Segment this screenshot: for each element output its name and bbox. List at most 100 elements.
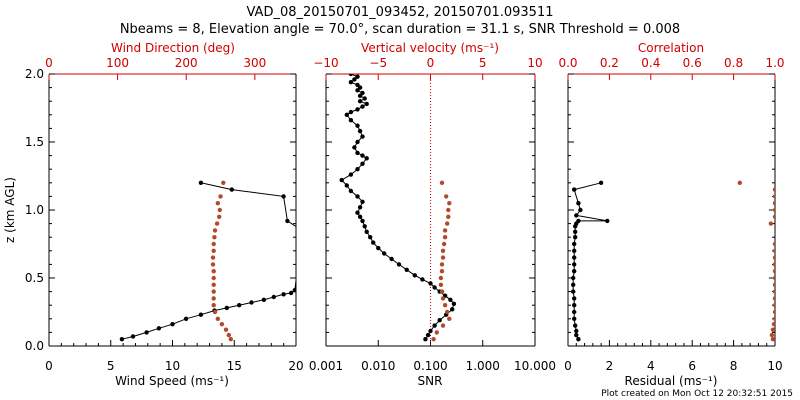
top-tick-label: 0 — [45, 56, 53, 70]
data-point — [437, 318, 442, 323]
data-point — [355, 194, 360, 199]
data-point — [355, 123, 360, 128]
direction-point — [772, 255, 775, 260]
direction-point — [211, 269, 216, 274]
bottom-tick-label: 8 — [730, 359, 738, 373]
data-point — [404, 267, 409, 272]
data-point — [288, 290, 294, 296]
data-point — [144, 330, 149, 335]
direction-point — [772, 269, 775, 274]
direction-point — [772, 248, 775, 253]
direction-point — [772, 214, 775, 219]
data-point — [420, 277, 425, 282]
bottom-tick-label: 0.001 — [309, 359, 343, 373]
bottom-tick-label: 0.010 — [361, 359, 395, 373]
top-tick-label: 0.6 — [683, 56, 702, 70]
data-point — [362, 224, 367, 229]
bottom-tick-label: 10.000 — [514, 359, 556, 373]
data-point — [170, 322, 175, 327]
direction-point — [210, 255, 216, 260]
direction-point — [211, 275, 216, 281]
plot-area — [339, 74, 457, 342]
data-point — [576, 201, 581, 206]
data-point — [344, 183, 349, 188]
data-point — [423, 337, 428, 342]
top-tick-label: 5 — [479, 56, 487, 70]
bottom-tick-label: 20 — [288, 359, 303, 373]
data-point — [571, 282, 576, 287]
panel3-top-axis-label: Correlation — [638, 41, 704, 55]
panel1-x-axis-label: Wind Speed (ms⁻¹) — [115, 374, 229, 388]
data-point — [432, 285, 437, 290]
top-tick-label: 0 — [427, 56, 435, 70]
y-tick-label: 2.0 — [25, 67, 44, 81]
top-tick-label: 100 — [106, 56, 129, 70]
data-point — [572, 241, 577, 247]
y-tick-label: 1.0 — [25, 203, 44, 217]
top-tick-label: 0.2 — [600, 56, 619, 70]
direction-point — [737, 180, 742, 185]
data-point — [376, 245, 381, 251]
bottom-tick-label: 10 — [165, 359, 180, 373]
direction-point — [772, 296, 775, 301]
direction-point — [772, 303, 775, 308]
bottom-tick-label: 0.100 — [413, 359, 447, 373]
top-tick-label: −10 — [313, 56, 338, 70]
direction-point — [772, 316, 775, 321]
data-point — [428, 281, 433, 286]
bottom-tick-label: 6 — [688, 359, 696, 373]
plot-area — [119, 180, 296, 342]
top-tick-label: 0.4 — [641, 56, 660, 70]
bottom-tick-label: 2 — [606, 359, 614, 373]
direction-point — [226, 332, 231, 338]
top-tick-label: 300 — [243, 56, 266, 70]
data-point — [355, 139, 360, 145]
data-point — [364, 156, 369, 161]
direction-point — [772, 309, 775, 315]
y-tick-label: 0.5 — [25, 271, 44, 285]
data-point — [574, 213, 579, 218]
direction-point — [218, 194, 223, 199]
direction-point — [440, 296, 446, 301]
data-point — [389, 256, 394, 262]
top-tick-label: 1.0 — [765, 56, 784, 70]
data-point — [605, 218, 610, 224]
direction-point — [217, 207, 222, 213]
data-point — [360, 134, 365, 139]
data-point — [237, 303, 242, 308]
y-tick-label: 0.0 — [25, 339, 44, 353]
direction-point — [772, 275, 775, 281]
direction-point — [439, 262, 445, 267]
direction-point — [439, 269, 445, 274]
top-tick-label: 0.8 — [724, 56, 743, 70]
data-point — [572, 262, 577, 267]
direction-point — [771, 322, 775, 327]
bottom-tick-label: 15 — [227, 359, 242, 373]
data-point — [348, 109, 354, 115]
direction-point — [447, 316, 452, 321]
bottom-tick-label: 0 — [564, 359, 572, 373]
direction-point — [211, 289, 216, 294]
data-point — [574, 332, 579, 338]
data-point — [281, 292, 286, 297]
data-point — [362, 96, 367, 101]
data-point — [571, 275, 576, 281]
direction-point — [211, 248, 216, 253]
direction-point — [770, 337, 775, 342]
direction-point — [772, 289, 775, 294]
plot-credit: Plot created on Mon Oct 12 20:32:51 2015 — [601, 389, 793, 399]
direction-point — [772, 187, 775, 192]
data-point — [198, 312, 204, 317]
data-point — [364, 101, 369, 107]
data-point — [576, 218, 581, 224]
data-point — [357, 99, 363, 104]
data-point — [360, 199, 365, 204]
data-point — [156, 326, 162, 331]
data-point — [576, 337, 581, 342]
direction-point — [438, 275, 444, 281]
data-point — [352, 145, 357, 150]
data-point — [572, 309, 577, 315]
data-point — [573, 235, 578, 240]
data-point — [285, 218, 290, 224]
